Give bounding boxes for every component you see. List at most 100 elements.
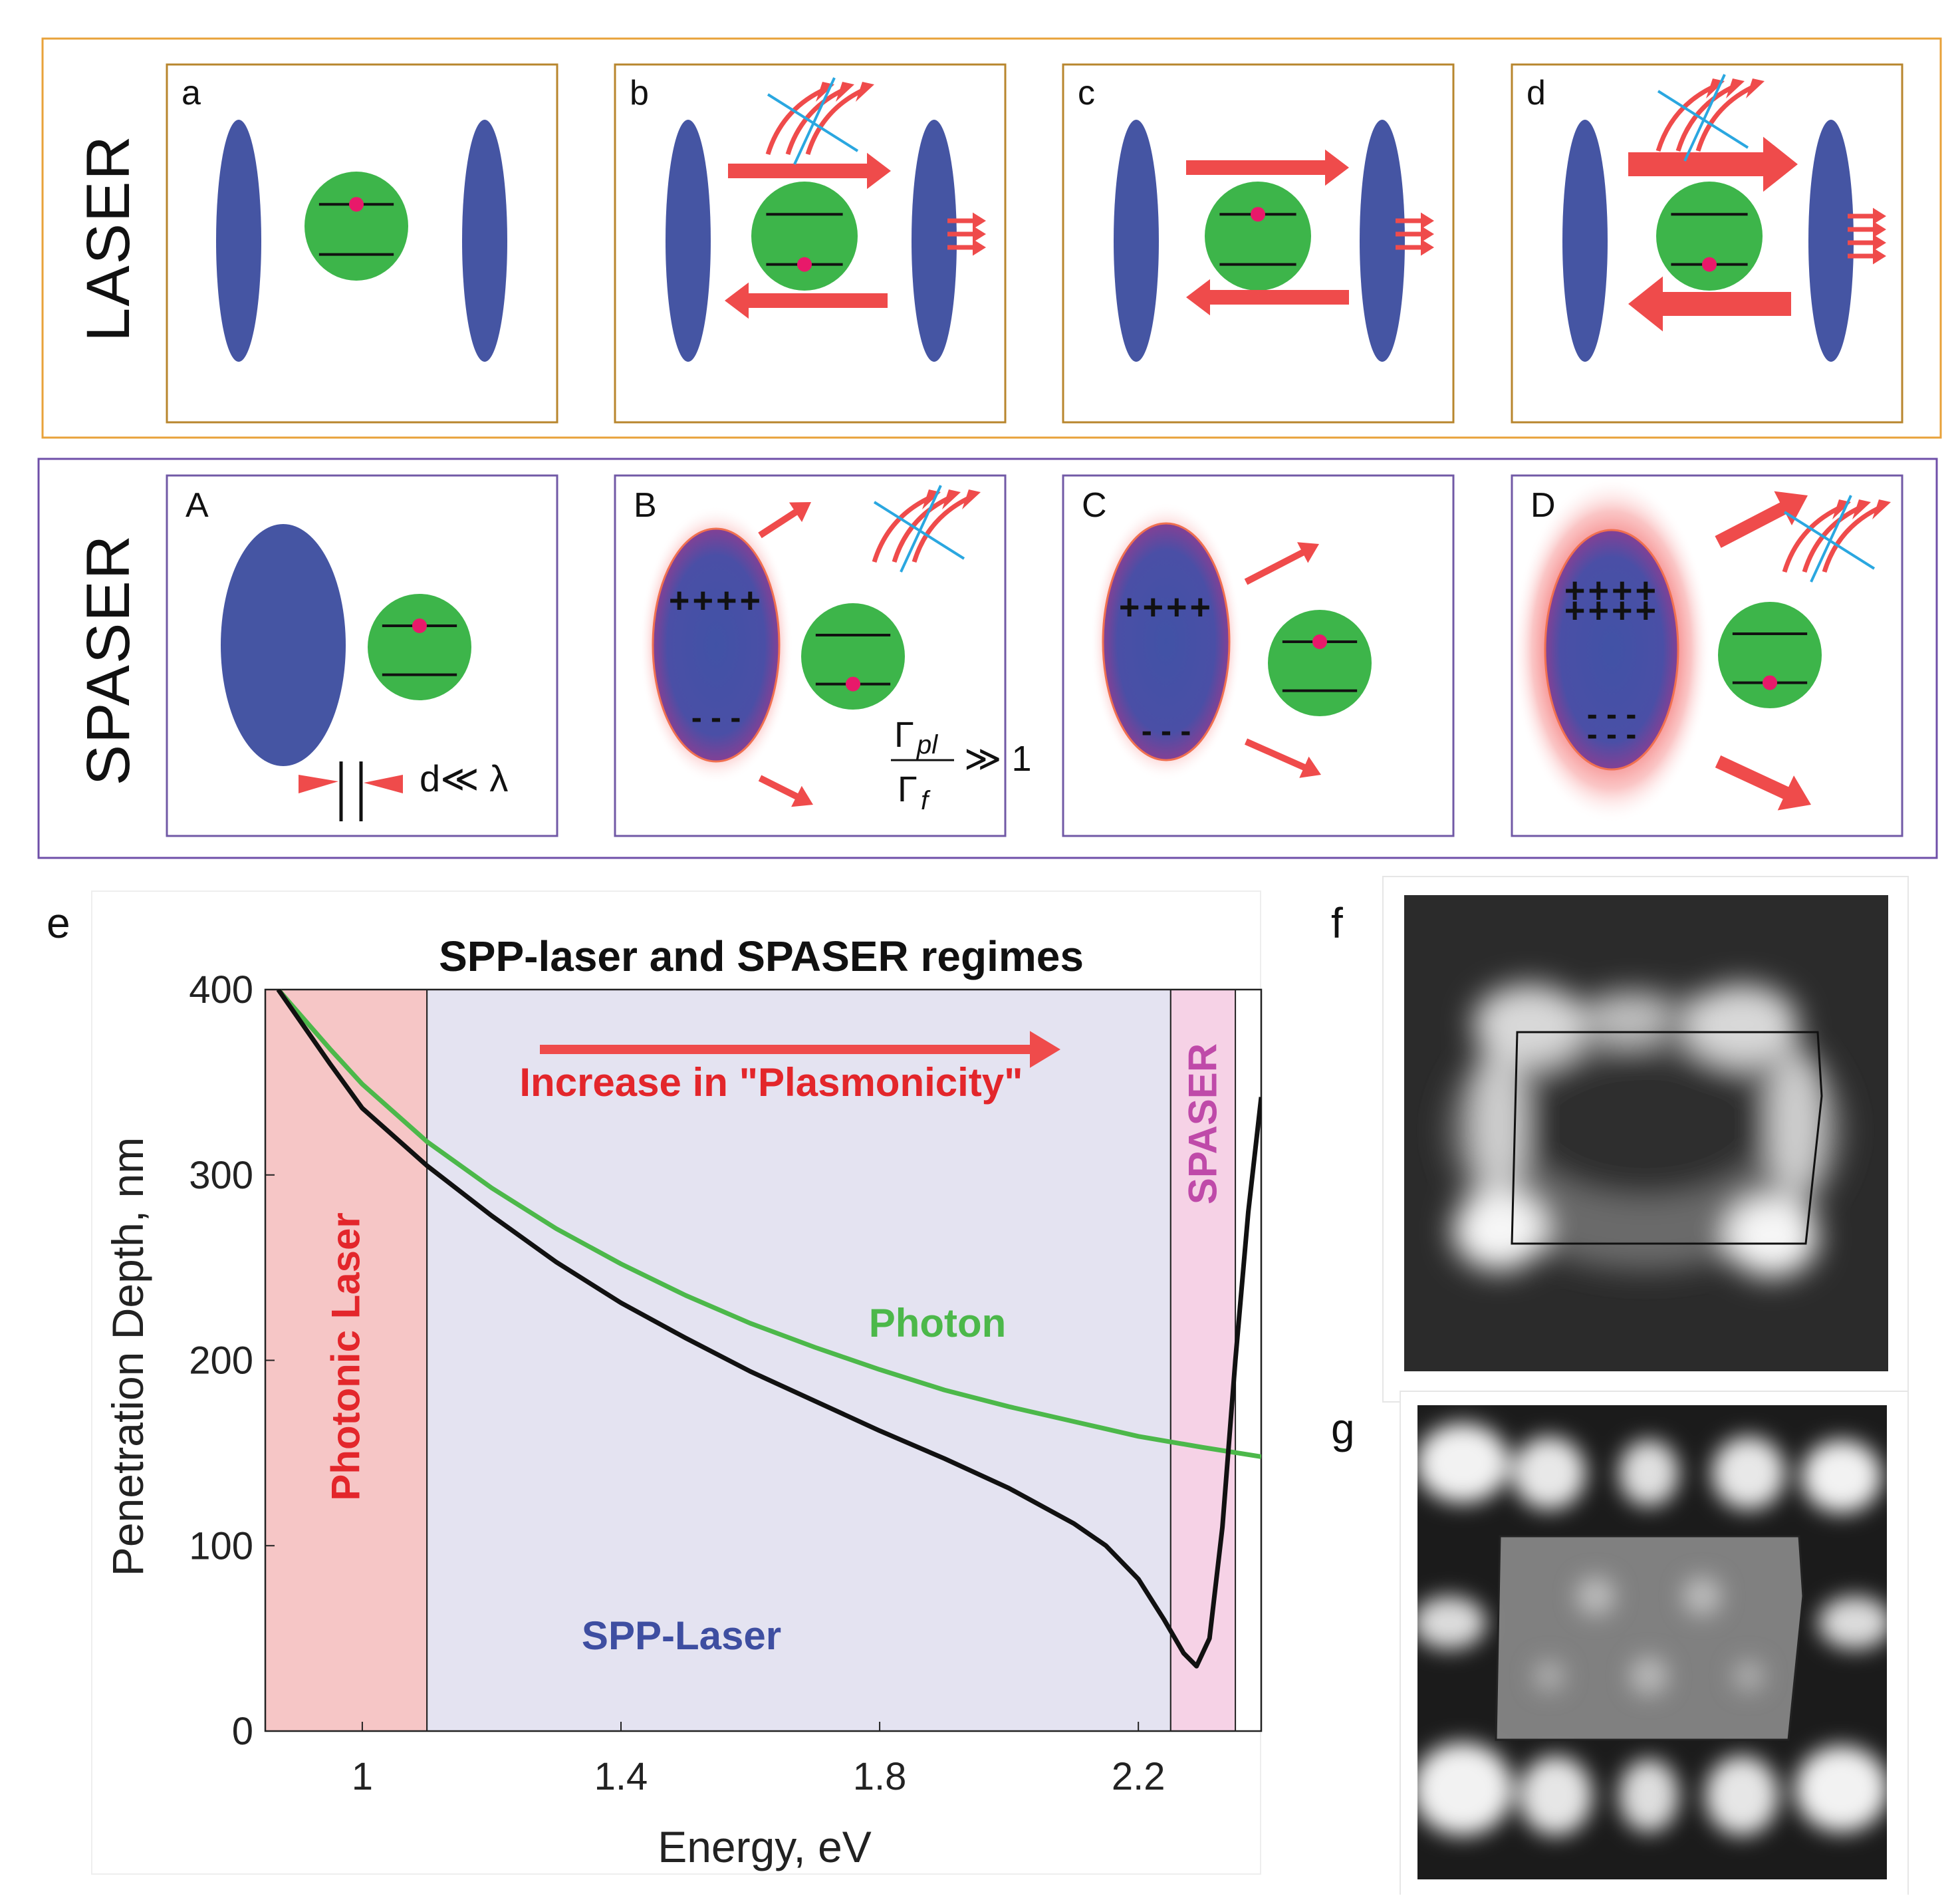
region-photonic-laser	[265, 989, 428, 1732]
mirror-right	[462, 120, 507, 362]
mirror-left	[216, 120, 261, 362]
panel-label: c	[1078, 74, 1095, 112]
x-tick-label: 1.4	[594, 1755, 648, 1798]
laser-row-frame	[41, 37, 1942, 439]
mirror-left	[1562, 120, 1608, 362]
plus-charges: ++++	[1119, 587, 1213, 627]
emission-arrow-up	[1244, 542, 1320, 585]
mirror-right	[1808, 120, 1854, 362]
mirror-left	[666, 120, 711, 362]
output-arrows	[1848, 207, 1886, 265]
output-arrows	[1396, 212, 1434, 256]
electron-dot	[349, 197, 364, 212]
spontaneous-emission-suppressed	[765, 77, 874, 165]
plus-charges: ++++	[1564, 571, 1659, 610]
intracavity-arrow-left	[1628, 276, 1791, 332]
plus-charges: ++++	[1564, 591, 1659, 630]
gain-medium	[801, 603, 905, 710]
gamma-denominator: Γ	[898, 769, 918, 809]
spaser-panel-C: C ++++ - - -	[1062, 474, 1455, 837]
intracavity-arrow-left	[725, 282, 888, 319]
inset-g-label: g	[1331, 1405, 1355, 1452]
y-tick-label: 400	[189, 968, 253, 1012]
series-photon-line	[276, 990, 1261, 1459]
spontaneous-emission-suppressed	[1782, 495, 1891, 583]
x-tick-label: 1.8	[853, 1755, 907, 1798]
metal-nanoparticle	[1102, 522, 1231, 761]
gain-medium	[1656, 182, 1763, 291]
inset-g-image	[1400, 1391, 1909, 1896]
gap-arrow-right	[364, 775, 403, 793]
electron-dot	[797, 257, 812, 272]
region-label-spaser: SPASER	[1180, 1043, 1225, 1204]
electron-dot	[1763, 675, 1777, 690]
electron-dot	[1702, 257, 1717, 272]
intracavity-arrow-right	[728, 152, 891, 190]
gain-atom	[305, 172, 408, 281]
y-axis-label: Penetration Depth, nm	[103, 1137, 152, 1576]
gap-arrow-left	[299, 775, 338, 793]
inset-f-image	[1382, 876, 1909, 1403]
electron-dot	[846, 676, 860, 692]
inset-f-label: f	[1331, 899, 1343, 947]
y-tick-label: 200	[189, 1339, 253, 1383]
spontaneous-emission-suppressed	[872, 485, 981, 573]
metal-nanoparticle	[652, 527, 781, 763]
panel-label: B	[634, 486, 657, 525]
emission-arrow-down	[758, 775, 813, 807]
gain-medium	[1718, 602, 1822, 708]
electron-dot	[1312, 634, 1327, 649]
laser-panels: a b c d	[166, 63, 1903, 424]
gain-atom	[1268, 610, 1372, 716]
gain-atom	[1656, 182, 1763, 291]
electron-dot	[1251, 207, 1265, 222]
minus-charges: - - -	[691, 700, 741, 736]
region-label-spp-laser: SPP-Laser	[582, 1613, 781, 1658]
metal-nanoparticle	[221, 524, 346, 766]
panel-label: b	[630, 74, 649, 112]
laser-panel-d: d	[1511, 63, 1903, 424]
y-tick-label: 300	[189, 1154, 253, 1197]
spaser-panel-A: Ad≪ λ	[166, 474, 558, 837]
series-group	[276, 990, 1261, 1669]
panel-label: C	[1082, 486, 1107, 525]
gamma-numerator-sub: pl	[916, 730, 938, 759]
minus-charges: - - -	[1142, 714, 1191, 749]
spaser-panel-D: D++++++++- - -- - -	[1511, 474, 1903, 837]
laser-row-label: LASER	[74, 134, 142, 342]
gain-medium	[1268, 610, 1372, 716]
panel-label: d	[1527, 74, 1546, 112]
laser-panel-a: a	[166, 63, 558, 424]
penetration-depth-chart: 1 1.4 1.8 2.2 0 100 200 300 400 SPP-laser and SPA…	[103, 932, 1263, 1871]
intracavity-arrow-left	[1186, 279, 1349, 316]
series-spp-line	[276, 990, 1261, 1669]
x-tick-label: 1	[352, 1755, 373, 1798]
cross-line	[1683, 74, 1726, 162]
gain-atom	[368, 594, 471, 700]
emission-arrow-up	[1715, 491, 1808, 548]
plasmonicity-annotation: Increase in "Plasmonicity"	[519, 1060, 1023, 1105]
metal-nanoparticle	[1544, 529, 1679, 771]
gain-medium	[305, 172, 408, 281]
x-tick-label: 2.2	[1112, 1755, 1165, 1798]
gain-medium	[1205, 182, 1311, 291]
gamma-relation: ≫ 1	[964, 739, 1032, 779]
plasmonicity-arrow	[540, 1031, 1060, 1068]
cross-line	[793, 77, 836, 165]
panel-label: a	[182, 74, 201, 112]
laser-panel-c: c	[1062, 63, 1455, 424]
spaser-row-label: SPASER	[74, 534, 142, 785]
intracavity-arrow-right	[1186, 149, 1349, 186]
size-annotation: d≪ λ	[420, 757, 508, 799]
chart-title: SPP-laser and SPASER regimes	[439, 932, 1084, 980]
gain-atom	[1205, 182, 1311, 291]
cross-line	[1810, 495, 1852, 583]
region-label-photonic-laser: Photonic Laser	[324, 1212, 368, 1500]
gamma-numerator: Γ	[894, 715, 914, 755]
spaser-row-frame	[37, 458, 1938, 859]
emission-arrow-down	[1715, 755, 1811, 811]
y-tick-label: 0	[232, 1710, 253, 1753]
